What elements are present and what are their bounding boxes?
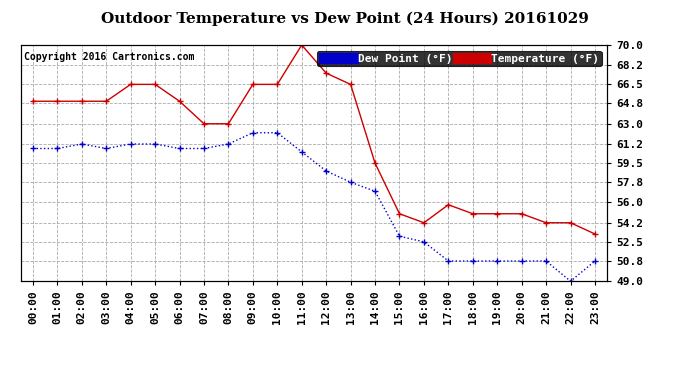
Text: Copyright 2016 Cartronics.com: Copyright 2016 Cartronics.com [23,52,194,62]
Text: Outdoor Temperature vs Dew Point (24 Hours) 20161029: Outdoor Temperature vs Dew Point (24 Hou… [101,11,589,26]
Legend: Dew Point (°F), Temperature (°F): Dew Point (°F), Temperature (°F) [317,51,602,66]
